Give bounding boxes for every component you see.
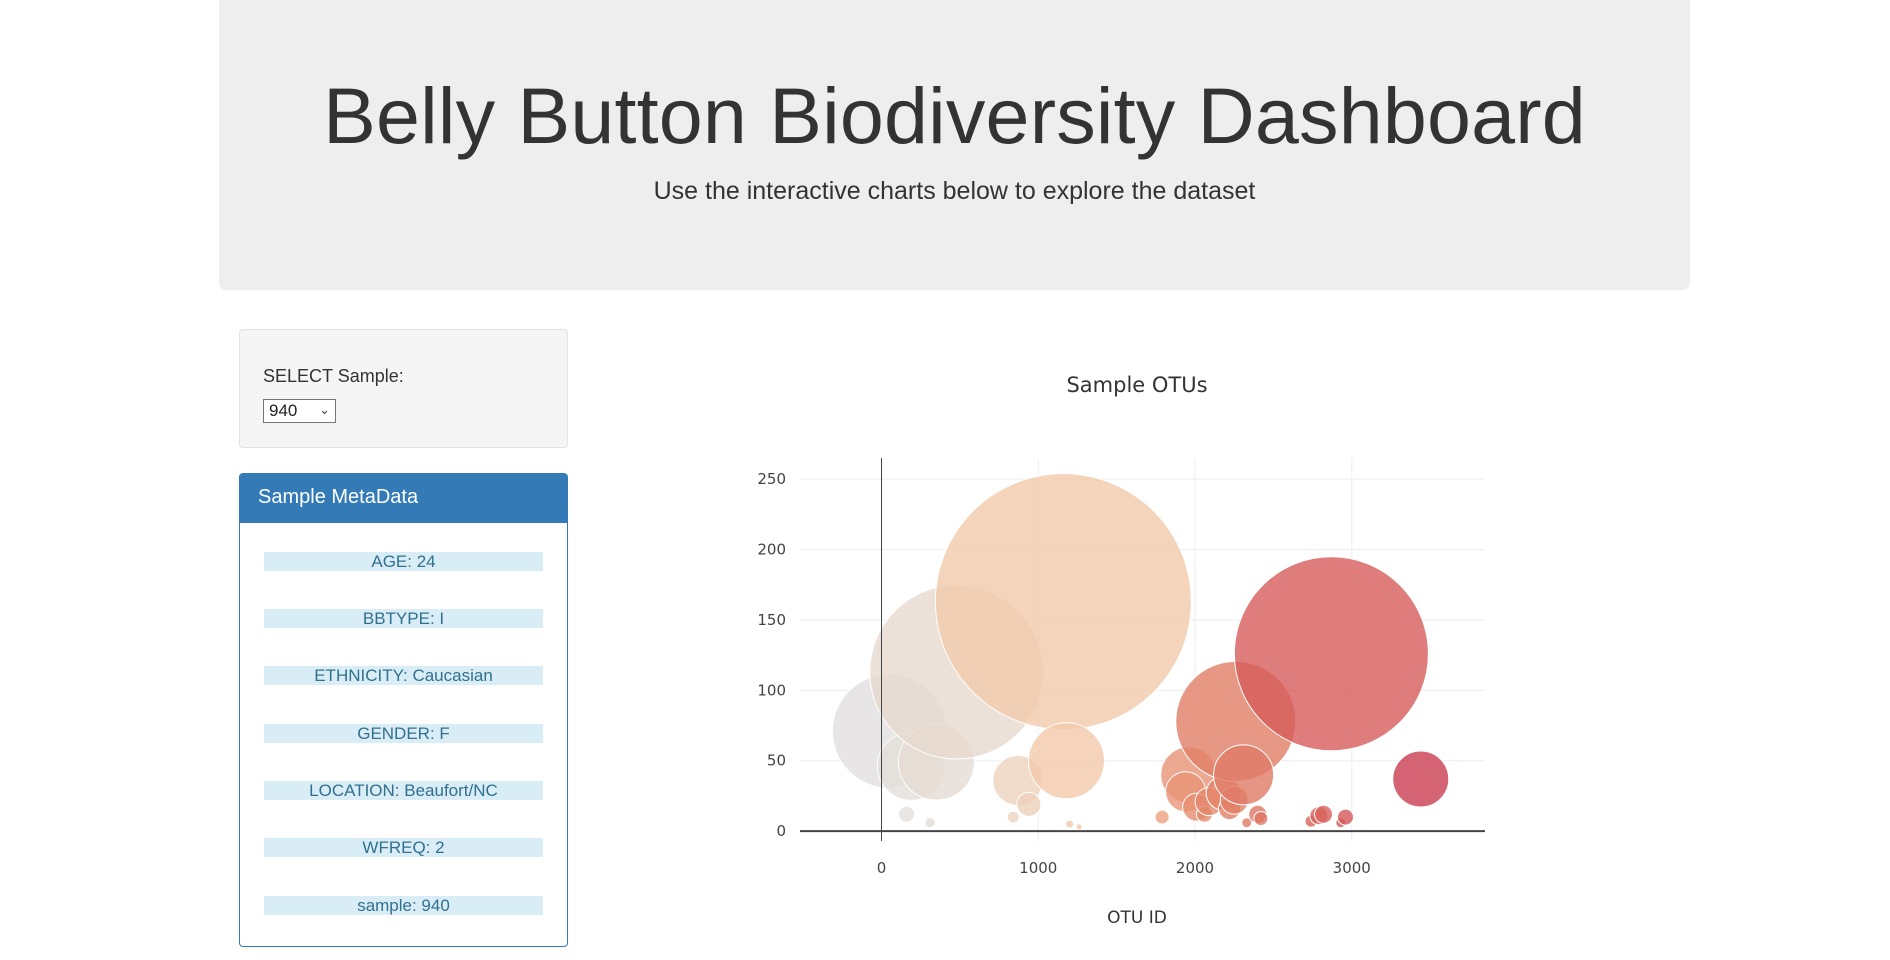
bubble-point[interactable]: [1006, 810, 1020, 824]
bubble-point[interactable]: [1154, 809, 1170, 825]
y-tick-label: 100: [757, 681, 786, 699]
x-tick-label: 0: [877, 859, 887, 877]
metadata-row: sample: 940: [264, 896, 543, 915]
bubble-point[interactable]: [1314, 804, 1334, 824]
bubble-point[interactable]: [1075, 823, 1083, 831]
selected-sample-value: 940: [269, 401, 298, 420]
metadata-row: AGE: 24: [264, 552, 543, 571]
chevron-down-icon: ⌄: [319, 402, 330, 417]
metadata-panel-heading: Sample MetaData: [240, 474, 567, 523]
metadata-row: GENDER: F: [264, 724, 543, 743]
metadata-row: LOCATION: Beaufort/NC: [264, 781, 543, 800]
x-axis-title: OTU ID: [1107, 908, 1167, 928]
bubble-point[interactable]: [934, 473, 1192, 731]
bubble-point[interactable]: [1233, 556, 1429, 752]
y-tick-label: 50: [767, 752, 786, 770]
metadata-row: ETHNICITY: Caucasian: [264, 666, 543, 685]
bubble-point[interactable]: [1065, 819, 1075, 829]
bubble-chart[interactable]: 0 50 100 150 200 250 0 1000 2000 3000 Sample OTUs…: [700, 340, 1600, 940]
bubble-point[interactable]: [1241, 817, 1253, 829]
chart-axes: 0 50 100 150 200 250 0 1000 2000 3000: [757, 458, 1485, 877]
sample-selector-panel: SELECT Sample: 940 ⌄: [239, 329, 568, 448]
bubble-chart-container: 0 50 100 150 200 250 0 1000 2000 3000 Sample OTUs…: [700, 340, 1600, 940]
page-title: Belly Button Biodiversity Dashboard: [323, 71, 1586, 160]
x-tick-label: 2000: [1176, 859, 1214, 877]
x-tick-label: 3000: [1333, 859, 1371, 877]
bubble-point[interactable]: [1016, 791, 1042, 817]
bubble-point[interactable]: [1213, 744, 1275, 806]
bubble-point[interactable]: [1336, 808, 1354, 826]
bubble-point[interactable]: [898, 805, 916, 823]
sample-select-dropdown[interactable]: 940 ⌄: [263, 399, 336, 423]
metadata-row: BBTYPE: I: [264, 609, 543, 628]
page-subtitle: Use the interactive charts below to expl…: [653, 177, 1256, 205]
y-tick-label: 250: [757, 470, 786, 488]
metadata-row: WFREQ: 2: [264, 838, 543, 857]
bubble-point[interactable]: [1253, 810, 1269, 826]
y-tick-label: 0: [776, 822, 786, 840]
sample-metadata-panel: Sample MetaData AGE: 24 BBTYPE: I ETHNIC…: [239, 473, 568, 947]
y-tick-label: 200: [757, 541, 786, 559]
select-sample-label: SELECT Sample:: [263, 366, 404, 386]
y-tick-label: 150: [757, 611, 786, 629]
x-tick-label: 1000: [1019, 859, 1057, 877]
chart-title: Sample OTUs: [1066, 373, 1207, 397]
bubble-point[interactable]: [1392, 750, 1450, 808]
bubble-point[interactable]: [924, 817, 936, 829]
header-jumbotron: Belly Button Biodiversity Dashboard Use …: [219, 0, 1690, 290]
chart-bubbles: [831, 473, 1450, 831]
bubble-point[interactable]: [1027, 722, 1105, 800]
